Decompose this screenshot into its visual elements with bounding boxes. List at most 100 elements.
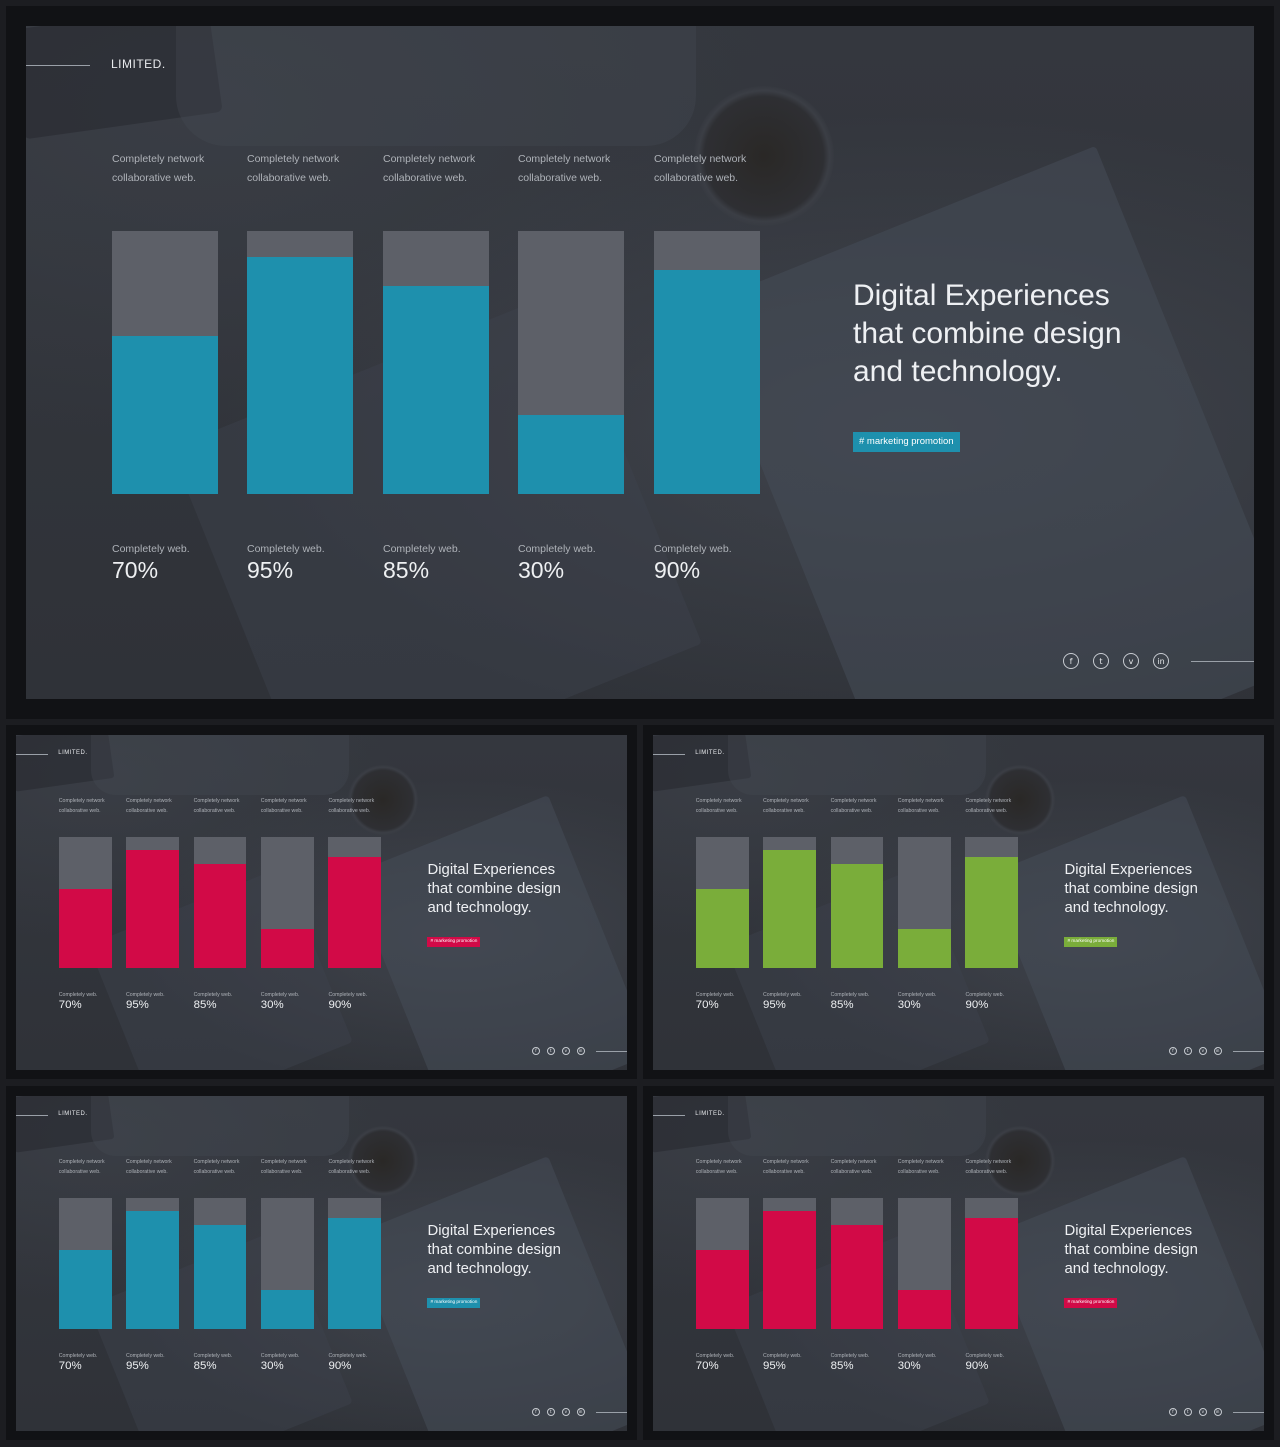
bar-bottom-label: Completely web. — [193, 992, 233, 999]
bar-value-label: 85% — [830, 1360, 854, 1373]
bar-track — [247, 231, 353, 494]
bar-caption-line-1: Completely network — [695, 798, 742, 805]
bar-caption-line-1: Completely network — [518, 153, 611, 165]
marketing-tag[interactable]: # marketing promotion — [853, 432, 960, 452]
vimeo-icon[interactable]: v — [1123, 653, 1139, 669]
bar-value-label: 30% — [260, 999, 284, 1012]
bar-caption-line-2: collaborative web. — [193, 807, 236, 814]
headline-line: Digital Experiences — [427, 1221, 556, 1239]
bar-bottom-label: Completely web. — [830, 992, 870, 999]
bar-track — [965, 836, 1019, 968]
marketing-tag[interactable]: # marketing promotion — [427, 937, 481, 947]
bar-bottom-label: Completely web. — [695, 1353, 735, 1360]
background-document — [986, 1155, 1264, 1431]
bar — [897, 1289, 951, 1329]
bar-caption-line-2: collaborative web. — [518, 172, 603, 184]
marketing-tag[interactable]: # marketing promotion — [1064, 937, 1118, 947]
twitter-icon[interactable]: t — [1183, 1046, 1192, 1055]
bar-caption-line-1: Completely network — [654, 153, 747, 165]
bottom-divider-line — [1232, 1050, 1264, 1052]
bar-caption-line-2: collaborative web. — [260, 807, 303, 814]
bar-caption-line-2: collaborative web. — [383, 172, 468, 184]
headline-line: that combine design — [1064, 879, 1198, 897]
bar-caption-line-2: collaborative web. — [830, 1168, 873, 1175]
bar-bottom-label: Completely web. — [260, 1353, 300, 1360]
bar-bottom-label: Completely web. — [897, 1353, 937, 1360]
bar — [112, 336, 218, 494]
facebook-icon[interactable]: f — [1168, 1407, 1177, 1416]
linkedin-icon[interactable]: in — [1213, 1407, 1222, 1416]
bar-caption-line-1: Completely network — [762, 798, 809, 805]
bar-caption-line-1: Completely network — [328, 1159, 375, 1166]
bar-caption-line-1: Completely network — [328, 798, 375, 805]
vimeo-icon[interactable]: v — [561, 1407, 570, 1416]
marketing-tag[interactable]: # marketing promotion — [427, 1298, 481, 1308]
headline-line: Digital Experiences — [1064, 1221, 1193, 1239]
bar-caption-line-1: Completely network — [260, 1159, 307, 1166]
bar-track — [193, 836, 247, 968]
bar-value-label: 95% — [125, 999, 149, 1012]
bar-caption-line-1: Completely network — [193, 798, 240, 805]
twitter-icon[interactable]: t — [1093, 653, 1109, 669]
bar — [762, 850, 816, 968]
marketing-tag[interactable]: # marketing promotion — [1064, 1298, 1118, 1308]
bar — [965, 1217, 1019, 1329]
twitter-icon[interactable]: t — [546, 1407, 555, 1416]
bar-value-label: 95% — [762, 999, 786, 1012]
brand-logo: LIMITED. — [58, 750, 88, 757]
headline-line: Digital Experiences — [427, 860, 556, 878]
brand-logo: LIMITED. — [58, 1111, 88, 1118]
facebook-icon[interactable]: f — [1063, 653, 1079, 669]
bar-track — [58, 1197, 112, 1329]
slide: LIMITED. Completely network collaborative … — [16, 735, 627, 1070]
bar-caption-line-2: collaborative web. — [58, 807, 101, 814]
bar-track — [762, 1197, 816, 1329]
social-links: f t v in — [1168, 1046, 1222, 1055]
bar-value-label: 85% — [193, 999, 217, 1012]
bar — [247, 257, 353, 494]
social-links: f t v in — [531, 1046, 585, 1055]
bar-caption-line-1: Completely network — [247, 153, 340, 165]
bar-bottom-label: Completely web. — [830, 1353, 870, 1360]
bar-value-label: 90% — [965, 1360, 989, 1373]
bar — [762, 1211, 816, 1329]
bar-track — [518, 231, 624, 494]
facebook-icon[interactable]: f — [1168, 1046, 1177, 1055]
bar-bottom-label: Completely web. — [762, 1353, 802, 1360]
bar-track — [260, 836, 314, 968]
linkedin-icon[interactable]: in — [576, 1407, 585, 1416]
bar-value-label: 70% — [695, 1360, 719, 1373]
top-divider-line — [653, 1115, 685, 1117]
vimeo-icon[interactable]: v — [1198, 1407, 1207, 1416]
bar-value-label: 90% — [965, 999, 989, 1012]
vimeo-icon[interactable]: v — [561, 1046, 570, 1055]
top-divider-line — [26, 65, 90, 66]
twitter-icon[interactable]: t — [546, 1046, 555, 1055]
bar — [383, 286, 489, 494]
bar — [830, 864, 884, 968]
linkedin-icon[interactable]: in — [1153, 653, 1169, 669]
coffee-mug — [694, 86, 834, 226]
slide: LIMITED. Completely network collaborative … — [653, 735, 1264, 1070]
bar-bottom-label: Completely web. — [328, 992, 368, 999]
brand-logo: LIMITED. — [695, 1111, 725, 1118]
twitter-icon[interactable]: t — [1183, 1407, 1192, 1416]
bar — [58, 1250, 112, 1329]
bar-value-label: 30% — [897, 999, 921, 1012]
bar-bottom-label: Completely web. — [58, 1353, 98, 1360]
facebook-icon[interactable]: f — [531, 1046, 540, 1055]
headline-line: that combine design — [1064, 1240, 1198, 1258]
bar-caption-line-1: Completely network — [897, 1159, 944, 1166]
bar-track — [58, 836, 112, 968]
vimeo-icon[interactable]: v — [1198, 1046, 1207, 1055]
top-divider-line — [16, 754, 48, 756]
bar-track — [125, 1197, 179, 1329]
bar-bottom-label: Completely web. — [965, 992, 1005, 999]
bar-caption-line-2: collaborative web. — [328, 807, 371, 814]
bottom-divider-line — [595, 1411, 627, 1413]
bar-caption-line-2: collaborative web. — [762, 807, 805, 814]
linkedin-icon[interactable]: in — [1213, 1046, 1222, 1055]
bar-caption-line-1: Completely network — [125, 798, 172, 805]
facebook-icon[interactable]: f — [531, 1407, 540, 1416]
linkedin-icon[interactable]: in — [576, 1046, 585, 1055]
